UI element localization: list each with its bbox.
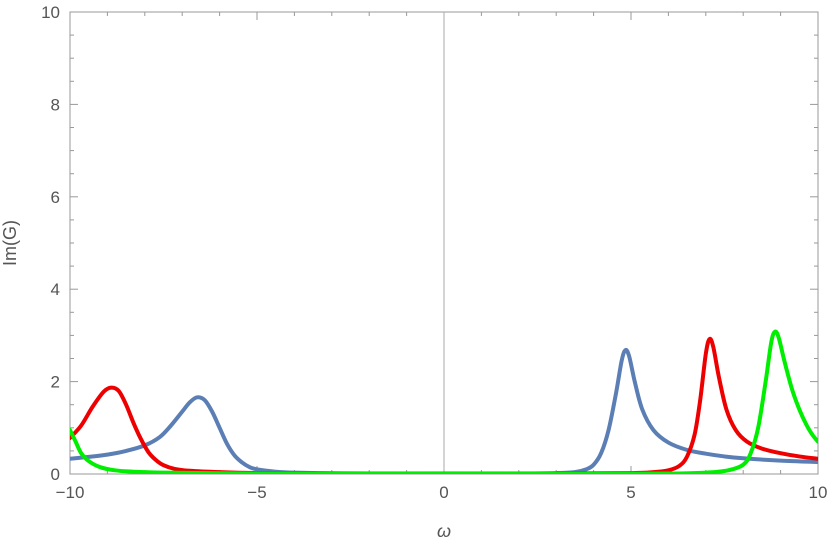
x-axis-label: ω [437,521,451,541]
x-tick-label: 0 [439,483,448,502]
y-tick-label: 0 [51,465,60,484]
x-tick-label: 10 [809,483,828,502]
y-tick-label: 8 [51,95,60,114]
y-tick-label: 2 [51,373,60,392]
y-tick-label: 6 [51,188,60,207]
x-tick-label: −10 [56,483,85,502]
y-tick-label: 10 [41,3,60,22]
y-axis-label: Im(G) [0,220,20,266]
series-line-3 [70,329,818,474]
x-tick-label: −5 [247,483,266,502]
series-group [70,329,818,474]
y-tick-label: 4 [51,280,60,299]
x-tick-label: 5 [626,483,635,502]
axis-tick-labels: −10 −5 0 5 10 0 2 4 6 8 10 [41,3,827,502]
